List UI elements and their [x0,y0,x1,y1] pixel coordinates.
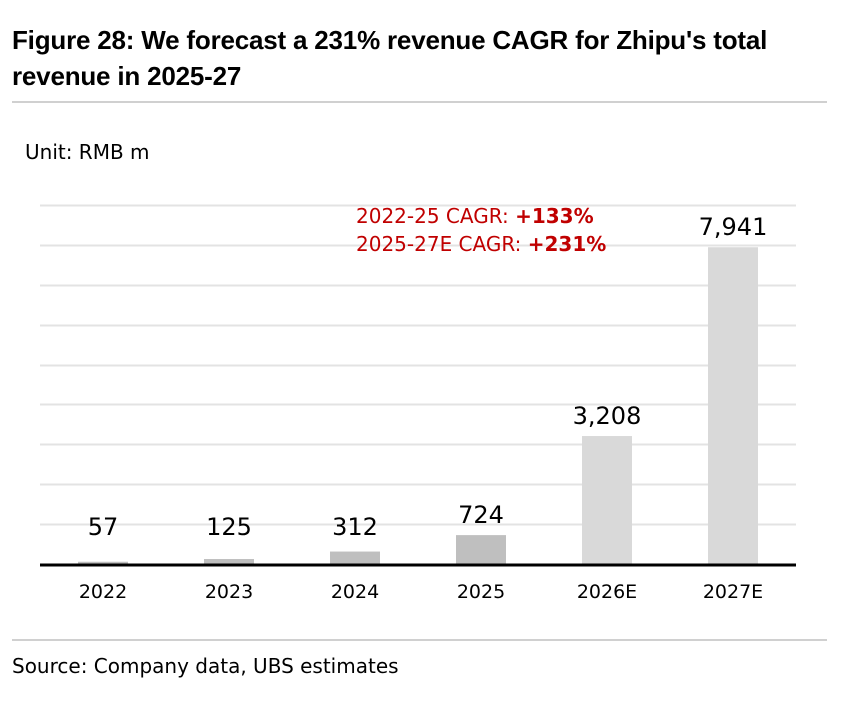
data-label: 312 [332,513,378,541]
bar-2023 [204,559,254,564]
x-tick-label: 2022 [79,581,127,603]
bar-2027e [708,247,758,564]
gridlines [40,204,796,526]
source-note: Source: Company data, UBS estimates [12,654,399,678]
unit-label: Unit: RMB m [25,140,150,164]
cagr-annotation-value: +133% [515,204,594,228]
data-label: 7,941 [699,213,768,241]
data-label: 125 [206,513,252,541]
bar-2022 [78,561,128,564]
cagr-annotation-2022-25: 2022-25 CAGR: +133% [356,204,594,228]
data-labels: 57 125 312 724 3,208 7,941 [88,213,768,541]
cagr-annotation-prefix: 2022-25 CAGR: [356,204,516,228]
cagr-annotation-prefix: 2025-27E CAGR: [356,232,528,256]
source-divider [12,639,827,641]
x-axis-tick-labels: 2022 2023 2024 2025 2026E 2027E [79,581,763,603]
x-tick-label: 2026E [577,581,637,603]
data-label: 3,208 [573,402,642,430]
data-label: 724 [458,501,504,529]
x-tick-label: 2024 [331,581,379,603]
bar-2024 [330,551,380,564]
cagr-annotation-2025-27e: 2025-27E CAGR: +231% [356,232,606,256]
bars [78,247,758,564]
figure-title: Figure 28: We forecast a 231% revenue CA… [12,25,768,91]
title-divider [12,101,827,103]
bar-2025 [456,535,506,564]
x-tick-label: 2023 [205,581,253,603]
cagr-annotation-value: +231% [527,232,607,256]
bar-2026e [582,436,632,564]
x-tick-label: 2025 [457,581,505,603]
data-label: 57 [88,513,119,541]
x-tick-label: 2027E [703,581,763,603]
